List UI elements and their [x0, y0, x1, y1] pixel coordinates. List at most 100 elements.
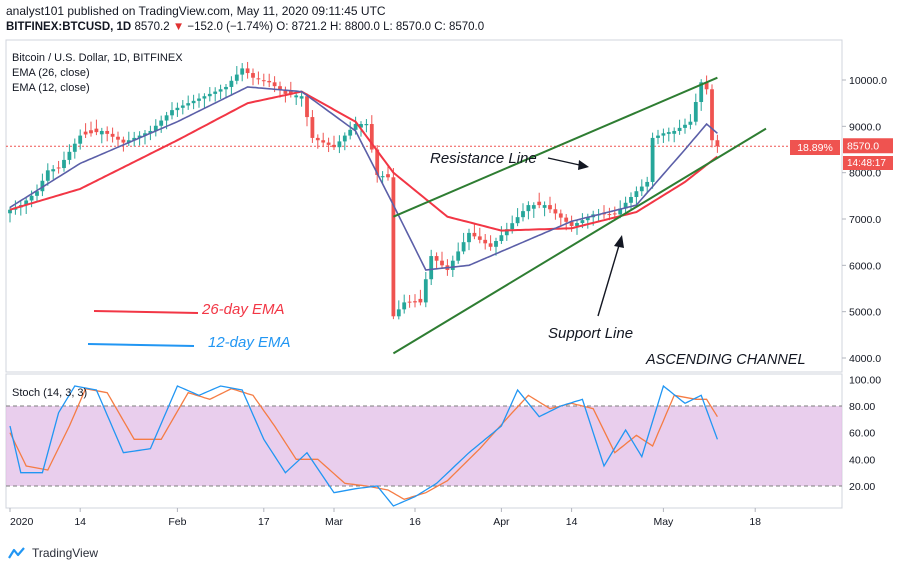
- candle-body: [56, 167, 61, 169]
- stoch-d-line: [9, 387, 718, 501]
- candle-body: [645, 181, 650, 187]
- candle-body: [353, 124, 358, 130]
- stoch-k-line: [9, 384, 719, 507]
- symbol-legend[interactable]: Bitcoin / U.S. Dollar, 1D, BITFINEX: [12, 52, 183, 64]
- candle-body: [51, 169, 56, 172]
- price-tick-label: 9000.0: [849, 121, 881, 133]
- stoch-indicator-legend[interactable]: Stoch (14, 3, 3): [12, 387, 87, 399]
- candle-body: [283, 90, 288, 94]
- ohlc-open: O: 8721.2: [276, 21, 327, 33]
- resistance-channel-line[interactable]: [393, 76, 718, 218]
- last-price: 8570.2: [134, 21, 170, 33]
- candle-body: [483, 239, 488, 244]
- candle-body: [704, 82, 709, 90]
- price-pane[interactable]: [5, 39, 843, 373]
- candle-body: [580, 220, 585, 224]
- candle-body: [569, 221, 574, 226]
- time-tick-label: Feb: [168, 516, 186, 528]
- candle-body: [558, 213, 563, 218]
- stoch-tick-label: 20.00: [849, 481, 875, 493]
- time-tick-label: Mar: [325, 516, 344, 528]
- candle-body: [488, 243, 493, 247]
- candle-body: [656, 135, 660, 138]
- candle-body: [126, 140, 131, 143]
- candle-body: [618, 208, 623, 215]
- candle-body: [229, 80, 234, 87]
- ohlc-high: H: 8800.0: [330, 21, 380, 33]
- time-axis[interactable]: 2020 14 Feb 17 Mar 16 Apr 14 May 18: [9, 508, 761, 528]
- down-triangle-icon: ▼: [172, 21, 185, 33]
- candle-body: [564, 217, 569, 222]
- ema12-indicator-legend[interactable]: EMA (12, close): [12, 82, 90, 94]
- time-tick-label: 14: [566, 516, 578, 528]
- candle-body: [332, 144, 336, 148]
- candle-body: [256, 78, 261, 80]
- percent-badge: [790, 140, 840, 155]
- candle-body: [45, 170, 50, 181]
- page-header: analyst101 published on TradingView.com,…: [0, 0, 900, 40]
- candle-body: [99, 130, 104, 135]
- candle-body: [218, 89, 223, 92]
- candle-body: [35, 191, 39, 196]
- time-tick-label: 18: [749, 516, 761, 528]
- candle-body: [294, 95, 299, 98]
- ema26-legend-swatch: [93, 310, 199, 314]
- candle-body: [8, 209, 12, 214]
- candle-body: [261, 80, 266, 82]
- candle-body: [666, 132, 671, 134]
- symbol-name[interactable]: BITFINEX:BTCUSD, 1D: [6, 21, 132, 33]
- candle-body: [110, 133, 115, 137]
- candle-body: [143, 133, 147, 136]
- ema26-indicator-legend[interactable]: EMA (26, close): [12, 67, 90, 79]
- candle-body: [450, 260, 455, 270]
- candle-body: [137, 135, 142, 138]
- candle-body: [380, 176, 385, 178]
- countdown-badge-text: 14:48:17: [847, 158, 886, 169]
- candle-body: [348, 129, 353, 136]
- candle-body: [548, 205, 552, 210]
- candle-body: [164, 115, 169, 121]
- candle-body: [288, 91, 293, 95]
- tradingview-brand[interactable]: TradingView: [32, 546, 99, 560]
- candle-body: [240, 68, 245, 75]
- candle-body: [62, 159, 66, 169]
- ema26-legend-label: 26-day EMA: [201, 301, 285, 318]
- candle-body: [612, 213, 617, 215]
- candle-body: [213, 91, 218, 94]
- candle-body: [585, 217, 590, 221]
- candle-body: [472, 232, 477, 237]
- candle-body: [407, 301, 412, 303]
- candle-body: [650, 137, 655, 182]
- candle-body: [477, 236, 482, 240]
- candle-body: [83, 131, 88, 135]
- stoch-axis[interactable]: 20.00 40.00 60.00 80.00 100.00: [849, 374, 881, 493]
- candle-body: [423, 279, 428, 303]
- time-tick-label: 16: [409, 516, 421, 528]
- ema12-line: [9, 86, 718, 271]
- candle-body: [418, 298, 423, 303]
- support-channel-line[interactable]: [392, 127, 767, 355]
- candle-body: [159, 120, 164, 126]
- channel-label: ASCENDING CHANNEL: [645, 352, 806, 368]
- candle-body: [440, 260, 444, 266]
- price-axis[interactable]: 4000.0 5000.0 6000.0 7000.0 8000.0 9000.0 1000…: [842, 75, 887, 365]
- candle-body: [202, 96, 207, 99]
- candle-body: [299, 96, 304, 99]
- candle-body: [132, 137, 137, 141]
- candle-body: [710, 89, 714, 141]
- stoch-tick-label: 40.00: [849, 454, 875, 466]
- price-tick-label: 8000.0: [849, 168, 881, 180]
- candle-body: [515, 217, 520, 224]
- candle-body: [94, 128, 99, 133]
- candle-body: [175, 107, 180, 111]
- candle-body: [121, 139, 126, 143]
- candle-body: [456, 251, 461, 261]
- candle-body: [553, 209, 558, 214]
- candle-body: [186, 103, 191, 106]
- candle-body: [402, 302, 407, 310]
- ohlc-low: L: 8570.0: [383, 21, 432, 33]
- candle-body: [315, 137, 320, 141]
- price-tick-label: 5000.0: [849, 307, 881, 319]
- time-tick-label: 2020: [10, 516, 34, 528]
